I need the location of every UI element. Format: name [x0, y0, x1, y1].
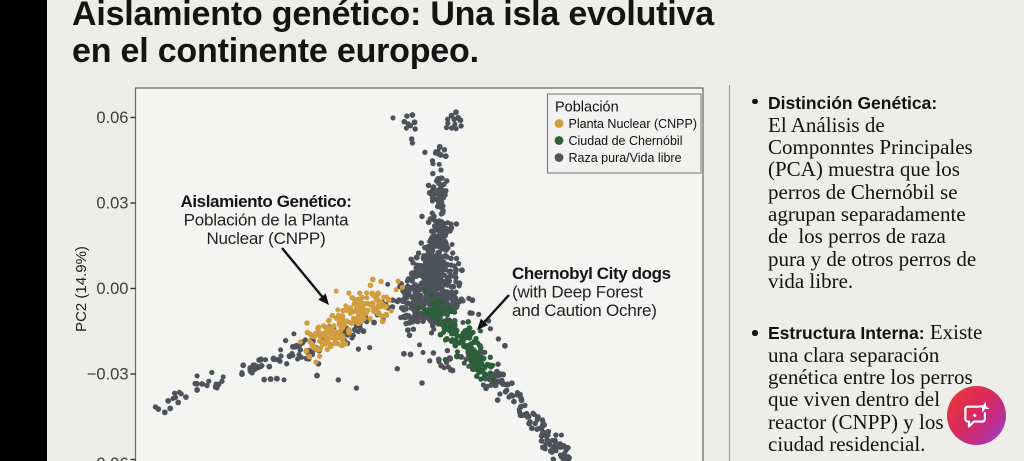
- svg-text:Población de la Planta: Población de la Planta: [184, 211, 350, 230]
- svg-text:Nuclear (CNPP): Nuclear (CNPP): [206, 229, 325, 248]
- svg-text:0.06: 0.06: [96, 109, 128, 127]
- svg-text:Chernobyl City dogs: Chernobyl City dogs: [512, 264, 671, 283]
- svg-text:and Caution Ochre): and Caution Ochre): [512, 301, 657, 320]
- svg-text:Ciudad de Chernóbil: Ciudad de Chernóbil: [569, 134, 683, 148]
- svg-text:0.00: 0.00: [96, 280, 128, 298]
- svg-text:0.03: 0.03: [96, 195, 128, 213]
- svg-text:−0.03: −0.03: [87, 366, 129, 384]
- svg-text:PC2 (14.9%): PC2 (14.9%): [73, 246, 90, 332]
- svg-text:(with Deep Forest: (with Deep Forest: [512, 283, 643, 302]
- svg-text:Planta Nuclear (CNPP): Planta Nuclear (CNPP): [569, 117, 698, 131]
- svg-text:−0.06: −0.06: [87, 455, 129, 461]
- svg-text:Población: Población: [555, 100, 619, 116]
- svg-text:Raza pura/Vida libre: Raza pura/Vida libre: [569, 151, 682, 165]
- svg-text:Aislamiento Genético:: Aislamiento Genético:: [180, 192, 351, 211]
